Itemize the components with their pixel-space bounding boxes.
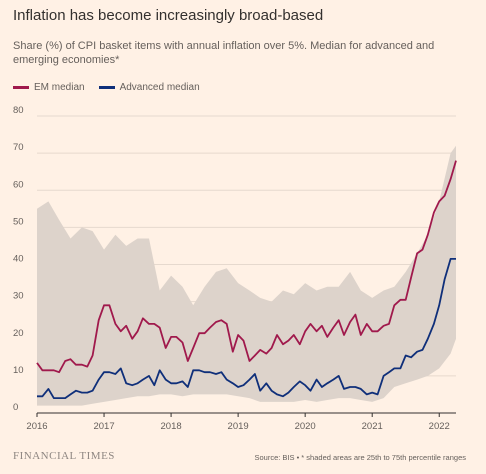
y-tick-label-40: 40 xyxy=(13,254,24,265)
series-line-em-median xyxy=(36,160,457,374)
source-note: Source: BIS • * shaded areas are 25th to… xyxy=(254,453,466,462)
y-tick-label-60: 60 xyxy=(13,179,24,190)
x-tick-label-2016: 2016 xyxy=(26,421,47,432)
y-tick-label-80: 80 xyxy=(13,105,24,116)
ft-logo: FINANCIAL TIMES xyxy=(13,450,115,462)
x-tick-label-2019: 2019 xyxy=(228,421,249,432)
x-tick-label-2022: 2022 xyxy=(429,421,450,432)
legend-label-em: EM median xyxy=(34,82,85,93)
x-tick-label-2017: 2017 xyxy=(93,421,114,432)
x-tick-label-2020: 2020 xyxy=(295,421,316,432)
legend-item-em: EM median xyxy=(13,82,85,93)
y-tick-label-10: 10 xyxy=(13,365,24,376)
chart-subtitle: Share (%) of CPI basket items with annua… xyxy=(13,40,435,66)
legend-item-advanced: Advanced median xyxy=(98,82,200,93)
series-line-advanced-median xyxy=(37,257,456,400)
x-tick-label-2018: 2018 xyxy=(161,421,182,432)
x-tick-label-2021: 2021 xyxy=(362,421,383,432)
page-title: Inflation has become increasingly broad-… xyxy=(13,7,324,24)
y-tick-label-50: 50 xyxy=(13,216,24,227)
legend-swatch-em xyxy=(13,86,29,89)
y-tick-label-70: 70 xyxy=(13,142,24,153)
legend-label-advanced: Advanced median xyxy=(119,82,200,93)
legend-swatch-advanced xyxy=(98,86,115,89)
y-tick-label-0: 0 xyxy=(13,402,18,413)
y-tick-label-30: 30 xyxy=(13,291,24,302)
chart-legend: EM median Advanced median xyxy=(13,82,200,93)
percentile-band xyxy=(37,145,456,406)
y-tick-label-20: 20 xyxy=(13,328,24,339)
